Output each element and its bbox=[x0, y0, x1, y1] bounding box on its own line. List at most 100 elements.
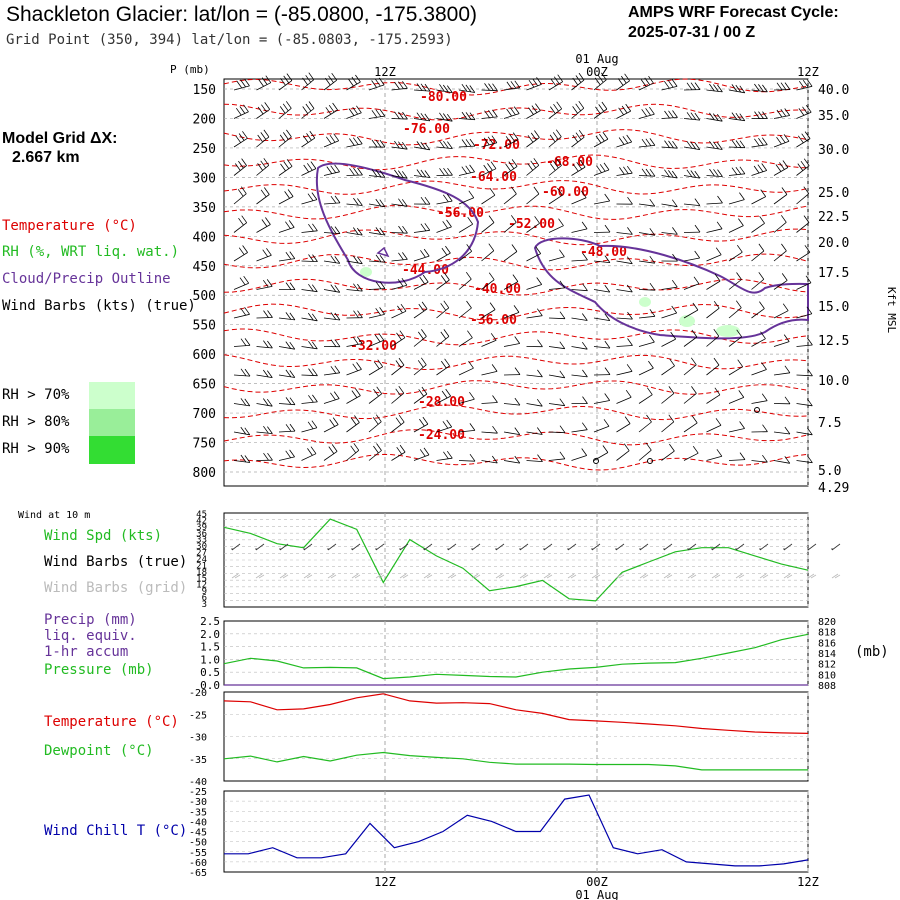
wind-barb bbox=[242, 131, 248, 139]
wind-barb bbox=[323, 424, 339, 433]
wind-barb bbox=[324, 77, 331, 86]
wind-barb bbox=[664, 110, 670, 119]
wind-barb bbox=[372, 417, 379, 425]
wind-barb bbox=[301, 260, 318, 262]
wind-barb bbox=[526, 284, 542, 290]
wind-barb bbox=[582, 252, 588, 261]
wind-barb bbox=[593, 400, 610, 404]
windchill-label: Wind Chill T (°C) bbox=[44, 823, 188, 839]
wind-barb bbox=[461, 111, 468, 120]
wind-barb bbox=[784, 365, 791, 374]
wind-barb bbox=[481, 279, 495, 290]
wind-barb bbox=[686, 112, 693, 120]
wind-barb bbox=[286, 159, 293, 167]
temperature-contour-label: -48.00 bbox=[580, 245, 627, 260]
barbs-true-label: Wind Barbs (true) bbox=[44, 554, 188, 570]
wind-barb bbox=[284, 191, 290, 199]
wind-barb bbox=[467, 216, 474, 225]
wind-tick-label: 33 bbox=[196, 536, 207, 546]
wind-barb bbox=[379, 139, 386, 148]
temperature-contour-label: -60.00 bbox=[542, 185, 589, 200]
wind-barb bbox=[649, 228, 656, 236]
wind-barb bbox=[492, 425, 498, 434]
wind-barb bbox=[671, 79, 678, 87]
wind-barb bbox=[622, 136, 629, 144]
wind-barb bbox=[413, 454, 430, 461]
wind-barb bbox=[481, 402, 498, 404]
wind-barb bbox=[691, 415, 698, 424]
wind-barb bbox=[527, 135, 534, 143]
wind-barb bbox=[349, 168, 355, 176]
wind-barb bbox=[798, 108, 805, 116]
wind-barb-grid bbox=[255, 573, 265, 579]
wind-barb-10m bbox=[255, 543, 265, 551]
wind-barb bbox=[649, 334, 655, 343]
wind-barb bbox=[420, 196, 427, 205]
wind-barb bbox=[661, 365, 675, 376]
wind-barb bbox=[260, 189, 267, 198]
wind-barb bbox=[467, 330, 473, 338]
wind-barb bbox=[443, 167, 449, 176]
wind-barb bbox=[302, 135, 309, 143]
wind-barb bbox=[356, 227, 363, 236]
wind-barb bbox=[690, 112, 697, 120]
wind-barb bbox=[368, 366, 383, 376]
wind-barb bbox=[668, 170, 674, 178]
wind-barb bbox=[503, 281, 519, 290]
wind-barb bbox=[709, 168, 715, 177]
wind-barb bbox=[739, 421, 745, 429]
wind-barb bbox=[334, 285, 341, 293]
wind-barb bbox=[617, 78, 624, 86]
wind-barb-grid bbox=[783, 573, 793, 579]
rh-80-swatch bbox=[89, 409, 135, 436]
wind-barb bbox=[391, 451, 406, 461]
wind-barb bbox=[510, 107, 516, 116]
wind-barb-grid bbox=[543, 573, 553, 579]
wind-barb bbox=[468, 190, 475, 199]
wind-barb bbox=[391, 259, 408, 262]
wind-barb bbox=[240, 454, 247, 463]
wind-barb bbox=[796, 374, 813, 377]
wind-barb bbox=[375, 169, 382, 178]
wind-barb bbox=[638, 82, 654, 91]
wind-barb bbox=[487, 136, 494, 145]
wind-barb-grid bbox=[615, 573, 625, 579]
wind-barb bbox=[244, 78, 250, 87]
wind-barb bbox=[751, 250, 765, 262]
pressure-tick-label: 150 bbox=[193, 83, 216, 98]
wind-barb bbox=[694, 170, 701, 179]
kft-axis-label: Kft MSL bbox=[885, 287, 898, 334]
wind-barb bbox=[649, 168, 656, 177]
wind-barb bbox=[400, 303, 407, 312]
wind-barb bbox=[466, 244, 473, 252]
wind-barb bbox=[626, 284, 633, 293]
wind-barb bbox=[394, 81, 400, 90]
wind-barb bbox=[638, 421, 652, 433]
wind-barb bbox=[378, 333, 385, 341]
wind-barb bbox=[604, 255, 611, 263]
wind-barb bbox=[416, 169, 423, 177]
wind-barb bbox=[244, 427, 251, 436]
pressure-axis-label: P (mb) bbox=[170, 63, 210, 76]
wind-barb bbox=[266, 248, 272, 256]
wind-barb bbox=[709, 83, 715, 92]
wind-barb bbox=[267, 426, 273, 434]
wind-barb-grid bbox=[327, 573, 337, 579]
wind-barb bbox=[548, 346, 565, 350]
wind-barb bbox=[289, 423, 296, 432]
wind-barb bbox=[709, 140, 715, 149]
wind-barb bbox=[600, 72, 607, 81]
wind-barb bbox=[398, 111, 404, 120]
pressure-tick-label: 812 bbox=[818, 660, 836, 671]
wind-barb bbox=[469, 164, 475, 173]
wind-barb bbox=[663, 80, 670, 89]
wind-barb bbox=[671, 170, 678, 179]
wind-barb bbox=[511, 159, 518, 167]
wind-barb bbox=[420, 223, 427, 232]
wind-barb bbox=[503, 403, 520, 406]
wind-barb bbox=[670, 331, 677, 340]
wind-barb bbox=[759, 216, 765, 224]
wind-barb bbox=[301, 230, 318, 233]
pressure-tick-label: 818 bbox=[818, 628, 836, 639]
wind-barb bbox=[436, 307, 450, 319]
